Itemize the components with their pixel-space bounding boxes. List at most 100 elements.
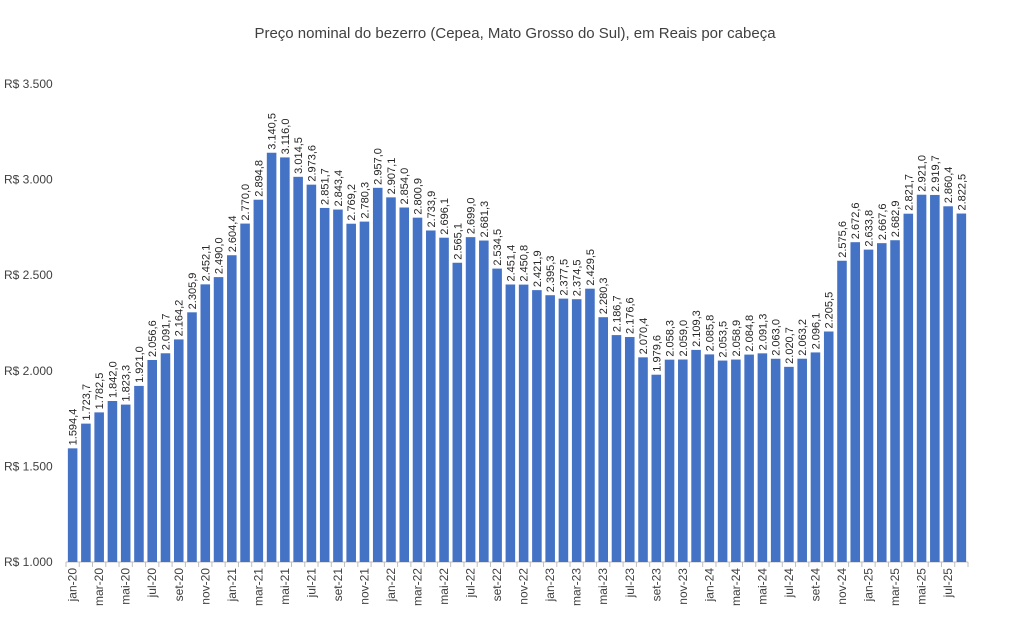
value-label: 2.633,8 — [864, 210, 876, 247]
value-label: 1.921,0 — [134, 346, 146, 383]
x-tick-label: jan-23 — [543, 568, 557, 603]
value-label: 1.723,7 — [81, 384, 93, 421]
value-label: 2.164,2 — [174, 300, 186, 337]
x-tick-label: set-20 — [172, 568, 186, 602]
value-label: 2.186,7 — [611, 295, 623, 332]
bar — [930, 194, 940, 562]
value-label: 2.860,4 — [943, 167, 955, 204]
bar — [532, 290, 542, 562]
value-label: 2.851,7 — [320, 168, 332, 205]
bar — [346, 223, 356, 563]
value-label: 2.305,9 — [187, 273, 199, 310]
bar — [678, 359, 688, 562]
value-label: 2.921,0 — [917, 155, 929, 192]
bar — [147, 359, 157, 562]
x-tick-label: mai-22 — [437, 568, 451, 605]
value-label: 2.056,6 — [147, 320, 159, 357]
value-label: 2.280,3 — [598, 278, 610, 315]
bar — [94, 412, 104, 562]
value-label: 3.140,5 — [267, 113, 279, 150]
value-label: 2.565,1 — [452, 223, 464, 260]
bar — [187, 312, 197, 562]
x-tick-label: nov-22 — [517, 568, 531, 605]
value-label: 2.843,4 — [333, 170, 345, 207]
value-label: 3.014,5 — [293, 137, 305, 174]
x-tick-label: mar-20 — [92, 568, 106, 606]
value-label: 2.176,6 — [625, 297, 637, 334]
value-label: 2.109,3 — [691, 310, 703, 347]
x-tick-label: jan-22 — [384, 568, 398, 603]
y-tick-label: R$ 3.000 — [4, 173, 53, 187]
value-label: 2.096,1 — [810, 313, 822, 350]
bar — [518, 284, 529, 562]
value-label: 2.429,5 — [585, 249, 597, 286]
value-label: 3.116,0 — [280, 119, 292, 155]
bar — [426, 230, 436, 562]
bar — [412, 217, 423, 563]
bar — [213, 277, 224, 562]
value-label: 2.973,6 — [306, 145, 318, 182]
value-label: 2.070,4 — [638, 318, 650, 355]
value-label: 2.604,4 — [227, 216, 239, 253]
x-tick-label: mar-23 — [570, 568, 584, 606]
bar — [266, 152, 277, 563]
x-tick-label: mai-24 — [755, 568, 769, 605]
bar — [479, 240, 489, 562]
value-label: 2.534,5 — [492, 229, 504, 266]
bar — [452, 262, 463, 562]
bar — [399, 207, 410, 562]
x-tick-label: mar-21 — [251, 568, 265, 606]
bar — [850, 242, 861, 562]
value-label: 1.823,3 — [121, 365, 133, 402]
value-label: 2.091,7 — [160, 314, 172, 351]
value-label: 2.450,8 — [519, 245, 531, 282]
bar — [107, 401, 118, 562]
value-label: 2.821,7 — [903, 174, 915, 211]
bar — [306, 184, 317, 562]
bar — [797, 358, 807, 562]
bar — [120, 404, 131, 562]
bar — [505, 284, 516, 562]
value-label: 2.800,9 — [413, 178, 425, 215]
bar — [611, 335, 622, 562]
bar — [744, 354, 754, 562]
y-tick-label: R$ 2.500 — [4, 268, 53, 282]
x-tick-label: mar-22 — [411, 568, 425, 606]
value-label: 1.979,6 — [651, 335, 663, 372]
bar — [386, 197, 396, 562]
bar — [890, 240, 900, 562]
x-tick-label: jul-24 — [782, 568, 796, 599]
x-tick-label: jan-24 — [702, 568, 716, 603]
bar — [280, 157, 290, 562]
y-tick-label: R$ 1.500 — [4, 459, 53, 473]
bar — [664, 359, 675, 562]
bar — [837, 260, 847, 562]
y-tick-label: R$ 3.500 — [4, 77, 53, 91]
value-label: 2.919,7 — [930, 155, 942, 192]
bar — [173, 339, 184, 562]
value-label: 2.020,7 — [784, 327, 796, 364]
value-label: 2.769,2 — [346, 184, 358, 221]
bar — [731, 359, 741, 562]
x-tick-label: jul-21 — [304, 568, 318, 599]
bar — [558, 298, 569, 562]
x-tick-label: mar-25 — [888, 568, 902, 606]
bar — [770, 358, 781, 562]
x-tick-label: nov-23 — [676, 568, 690, 605]
value-label: 2.490,0 — [214, 237, 226, 274]
bar — [823, 331, 834, 562]
value-label: 1.842,0 — [107, 361, 119, 398]
value-label: 2.058,9 — [731, 320, 743, 357]
bar — [757, 353, 768, 562]
bar — [545, 295, 555, 562]
y-tick-label: R$ 2.000 — [4, 364, 53, 378]
bar — [784, 366, 794, 562]
bar — [956, 213, 967, 562]
value-label: 2.733,9 — [426, 191, 438, 228]
value-label: 2.854,0 — [399, 168, 411, 205]
x-tick-label: set-21 — [331, 568, 345, 602]
x-tick-label: nov-24 — [835, 568, 849, 605]
bar — [134, 385, 144, 562]
x-tick-label: mar-24 — [729, 568, 743, 606]
value-label: 2.205,5 — [824, 292, 836, 329]
